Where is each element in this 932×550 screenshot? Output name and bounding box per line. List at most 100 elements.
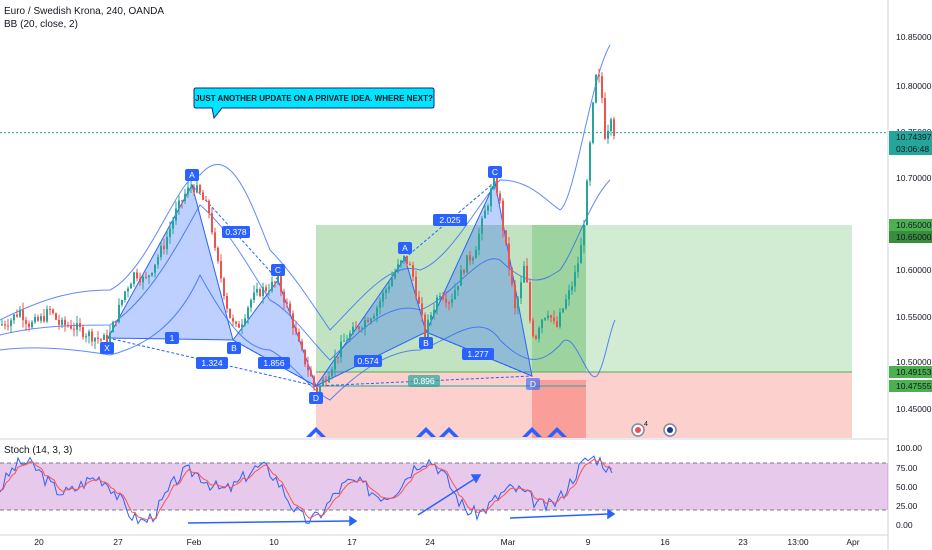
candle-body xyxy=(82,327,84,337)
candle-body xyxy=(490,188,492,207)
candle-body xyxy=(52,309,54,314)
candle-body xyxy=(463,270,465,273)
candle-body xyxy=(49,309,51,311)
svg-text:10.80000: 10.80000 xyxy=(896,81,932,91)
svg-text:75.00: 75.00 xyxy=(896,463,918,473)
candle-body xyxy=(574,272,576,287)
candle-body xyxy=(337,356,339,358)
candle-body xyxy=(55,313,57,320)
up-arrow-icon xyxy=(306,427,326,437)
candle-body xyxy=(94,337,96,342)
candle-body xyxy=(103,334,105,340)
candle-body xyxy=(538,327,540,339)
candle-body xyxy=(169,228,171,238)
candle-body xyxy=(4,324,6,326)
time-axis[interactable]: 20 27 Feb 10 17 24 Mar 9 16 23 13:00 Apr xyxy=(34,537,860,547)
svg-text:16: 16 xyxy=(660,537,670,547)
bollinger-bands xyxy=(0,44,616,401)
candle-body xyxy=(238,323,240,328)
candle-body xyxy=(307,364,309,371)
candle-body xyxy=(379,301,381,308)
candle-body xyxy=(271,281,273,291)
candle-body xyxy=(187,187,189,194)
candle-body xyxy=(367,319,369,323)
candlestick-series[interactable] xyxy=(1,68,615,398)
svg-text:D: D xyxy=(313,393,319,403)
svg-text:0.574: 0.574 xyxy=(357,356,379,366)
candle-body xyxy=(412,265,414,277)
buy-signal-arrows xyxy=(306,427,567,437)
svg-text:13:00: 13:00 xyxy=(787,537,809,547)
candle-body xyxy=(559,312,561,327)
candle-body xyxy=(259,288,261,297)
entry-tag: 10.49153 xyxy=(896,367,932,377)
candle-body xyxy=(226,296,228,309)
candle-body xyxy=(580,245,582,264)
stop-zone-projected[interactable] xyxy=(586,372,852,438)
candle-body xyxy=(553,317,555,322)
candle-body xyxy=(331,369,333,377)
ratio-0896: 0.896 xyxy=(408,375,440,387)
candle-body xyxy=(526,265,528,283)
svg-text:24: 24 xyxy=(425,537,435,547)
stop-zone-hit xyxy=(532,380,586,438)
event-badge: 4 xyxy=(644,421,648,428)
ratio-1324: 1.324 xyxy=(196,357,228,369)
candle-body xyxy=(541,319,543,328)
candle-body xyxy=(520,282,522,299)
stoch-indicator-label[interactable]: Stoch (14, 3, 3) xyxy=(4,445,73,456)
bb-indicator-label[interactable]: BB (20, close, 2) xyxy=(4,19,78,30)
candle-body xyxy=(301,341,303,350)
callout-note[interactable]: JUST ANOTHER UPDATE ON A PRIVATE IDEA. W… xyxy=(193,87,435,120)
candle-body xyxy=(304,349,306,365)
candle-body xyxy=(478,233,480,250)
candle-body xyxy=(106,334,108,344)
target-tag: 10.65000 xyxy=(896,232,932,242)
candle-body xyxy=(454,290,456,300)
svg-text:A: A xyxy=(402,243,408,253)
candle-body xyxy=(583,224,585,246)
candle-body xyxy=(229,308,231,319)
svg-text:9: 9 xyxy=(586,537,591,547)
candle-body xyxy=(211,213,213,233)
candle-body xyxy=(145,276,147,278)
candle-body xyxy=(250,300,252,308)
candle-body xyxy=(280,276,282,292)
candle-body xyxy=(298,331,300,342)
symbol-title[interactable]: Euro / Swedish Krona, 240, OANDA xyxy=(4,6,165,17)
candle-body xyxy=(1,324,3,326)
candle-body xyxy=(499,193,501,201)
candle-body xyxy=(73,328,75,330)
target-zone-projected[interactable] xyxy=(586,225,852,372)
svg-text:10.60000: 10.60000 xyxy=(896,265,932,275)
candle-body xyxy=(418,296,420,304)
candle-body xyxy=(7,325,9,327)
candle-body xyxy=(10,320,12,327)
stoch-axis[interactable]: 100.00 75.00 50.00 25.00 0.00 xyxy=(896,443,922,530)
candle-body xyxy=(550,315,552,318)
candle-body xyxy=(487,206,489,211)
ratio-1: 1 xyxy=(165,332,179,344)
candle-body xyxy=(601,76,603,99)
event-icon-group[interactable]: 4 xyxy=(631,421,677,437)
candle-body xyxy=(613,119,615,137)
candle-body xyxy=(163,245,165,250)
candle-body xyxy=(532,320,534,336)
candle-body xyxy=(76,323,78,330)
candle-body xyxy=(427,319,429,338)
candle-body xyxy=(124,291,126,301)
stop-zone-filled[interactable] xyxy=(316,372,586,438)
candle-body xyxy=(397,264,399,272)
ratio-1277: 1.277 xyxy=(462,348,494,360)
point-c2-label: C xyxy=(488,166,502,178)
svg-text:Feb: Feb xyxy=(187,537,202,547)
candle-body xyxy=(88,331,90,337)
candle-body xyxy=(247,307,249,319)
candle-body xyxy=(199,185,201,193)
candle-body xyxy=(592,102,594,143)
candle-body xyxy=(295,328,297,332)
candle-body xyxy=(46,309,48,322)
point-c-label: C xyxy=(271,264,285,276)
candle-body xyxy=(607,131,609,139)
